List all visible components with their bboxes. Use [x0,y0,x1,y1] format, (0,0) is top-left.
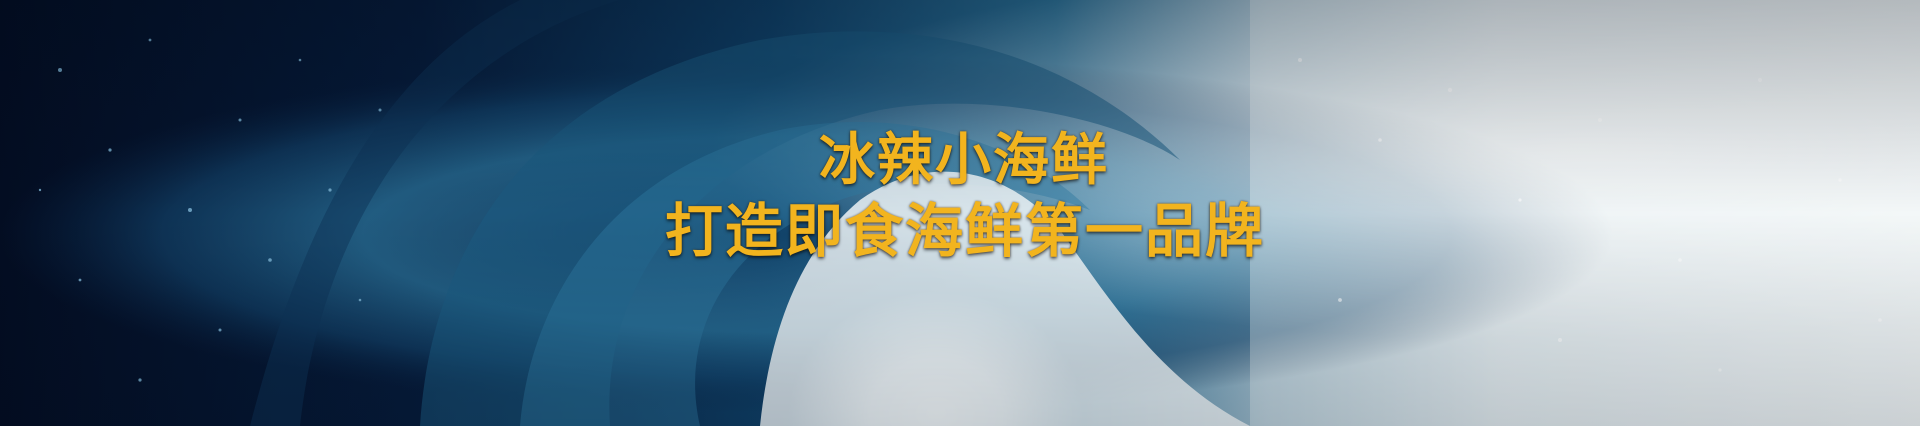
headline: 冰辣小海鲜 打造即食海鲜第一品牌 [0,128,1920,266]
headline-line-1: 冰辣小海鲜 [819,128,1109,193]
headline-line-2: 打造即食海鲜第一品牌 [664,197,1265,265]
